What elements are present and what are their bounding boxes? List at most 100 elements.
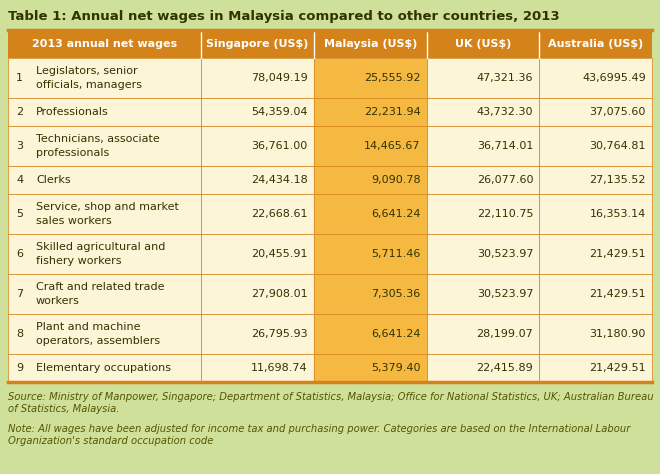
Bar	[8, 58, 201, 98]
Text: Malaysia (US$): Malaysia (US$)	[323, 39, 417, 49]
Text: Singapore (US$): Singapore (US$)	[207, 39, 309, 49]
Bar	[201, 166, 314, 194]
Text: 26,795.93: 26,795.93	[251, 329, 308, 339]
Text: 2: 2	[16, 107, 23, 117]
Bar	[314, 194, 426, 234]
Bar	[201, 274, 314, 314]
Text: 5,711.46: 5,711.46	[371, 249, 420, 259]
Text: 4: 4	[16, 175, 23, 185]
Bar	[314, 166, 426, 194]
Text: Note: All wages have been adjusted for income tax and purchasing power. Categori: Note: All wages have been adjusted for i…	[8, 424, 630, 446]
Bar	[201, 194, 314, 234]
Text: Service, shop and market
sales workers: Service, shop and market sales workers	[36, 202, 179, 226]
Text: 2013 annual net wages: 2013 annual net wages	[32, 39, 177, 49]
Text: Elementary occupations: Elementary occupations	[36, 363, 171, 373]
Text: 36,714.01: 36,714.01	[477, 141, 533, 151]
Text: 22,415.89: 22,415.89	[477, 363, 533, 373]
Bar	[8, 274, 201, 314]
Text: 78,049.19: 78,049.19	[251, 73, 308, 83]
Bar	[201, 354, 314, 382]
Text: 54,359.04: 54,359.04	[251, 107, 308, 117]
Text: 30,523.97: 30,523.97	[477, 289, 533, 299]
Text: 26,077.60: 26,077.60	[477, 175, 533, 185]
Text: 21,429.51: 21,429.51	[589, 363, 646, 373]
Text: 21,429.51: 21,429.51	[589, 289, 646, 299]
Text: UK (US$): UK (US$)	[455, 39, 511, 49]
Bar	[8, 126, 201, 166]
Bar	[201, 314, 314, 354]
Text: 3: 3	[16, 141, 23, 151]
Text: 43,732.30: 43,732.30	[477, 107, 533, 117]
Text: 21,429.51: 21,429.51	[589, 249, 646, 259]
Text: Professionals: Professionals	[36, 107, 109, 117]
Text: 6: 6	[16, 249, 23, 259]
Text: 7: 7	[16, 289, 23, 299]
Bar	[314, 126, 426, 166]
Bar	[201, 58, 314, 98]
Text: 1: 1	[16, 73, 23, 83]
Text: Legislators, senior
officials, managers: Legislators, senior officials, managers	[36, 66, 142, 90]
Bar	[314, 274, 426, 314]
Bar	[539, 166, 652, 194]
Text: Plant and machine
operators, assemblers: Plant and machine operators, assemblers	[36, 322, 160, 346]
Text: 22,231.94: 22,231.94	[364, 107, 420, 117]
Bar	[426, 166, 539, 194]
Text: 5: 5	[16, 209, 23, 219]
Text: 22,110.75: 22,110.75	[477, 209, 533, 219]
Bar	[8, 314, 201, 354]
Bar	[8, 30, 652, 58]
Text: 16,353.14: 16,353.14	[590, 209, 646, 219]
Bar	[8, 98, 201, 126]
Bar	[426, 234, 539, 274]
Text: 27,908.01: 27,908.01	[251, 289, 308, 299]
Text: Technicians, associate
professionals: Technicians, associate professionals	[36, 135, 160, 157]
Bar	[201, 126, 314, 166]
Text: 8: 8	[16, 329, 23, 339]
Text: 9,090.78: 9,090.78	[371, 175, 420, 185]
Text: Table 1: Annual net wages in Malaysia compared to other countries, 2013: Table 1: Annual net wages in Malaysia co…	[8, 10, 560, 23]
Bar	[201, 98, 314, 126]
Text: 25,555.92: 25,555.92	[364, 73, 420, 83]
Text: 47,321.36: 47,321.36	[477, 73, 533, 83]
Text: 36,761.00: 36,761.00	[251, 141, 308, 151]
Bar	[539, 234, 652, 274]
Text: 37,075.60: 37,075.60	[589, 107, 646, 117]
Text: 6,641.24: 6,641.24	[371, 329, 420, 339]
Bar	[426, 314, 539, 354]
Bar	[314, 354, 426, 382]
Bar	[426, 126, 539, 166]
Text: 30,523.97: 30,523.97	[477, 249, 533, 259]
Bar	[314, 314, 426, 354]
Text: 22,668.61: 22,668.61	[251, 209, 308, 219]
Bar	[426, 98, 539, 126]
Bar	[314, 58, 426, 98]
Bar	[539, 126, 652, 166]
Text: 9: 9	[16, 363, 23, 373]
Bar	[314, 234, 426, 274]
Bar	[8, 166, 201, 194]
Text: 30,764.81: 30,764.81	[589, 141, 646, 151]
Bar	[539, 98, 652, 126]
Bar	[539, 354, 652, 382]
Text: 14,465.67: 14,465.67	[364, 141, 420, 151]
Bar	[426, 194, 539, 234]
Text: Craft and related trade
workers: Craft and related trade workers	[36, 283, 164, 306]
Text: Australia (US$): Australia (US$)	[548, 39, 644, 49]
Bar	[426, 274, 539, 314]
Text: 5,379.40: 5,379.40	[371, 363, 420, 373]
Text: Clerks: Clerks	[36, 175, 71, 185]
Text: Skilled agricultural and
fishery workers: Skilled agricultural and fishery workers	[36, 242, 166, 265]
Text: 20,455.91: 20,455.91	[251, 249, 308, 259]
Bar	[426, 354, 539, 382]
Bar	[314, 98, 426, 126]
Text: 7,305.36: 7,305.36	[372, 289, 420, 299]
Bar	[426, 58, 539, 98]
Text: 31,180.90: 31,180.90	[589, 329, 646, 339]
Text: 24,434.18: 24,434.18	[251, 175, 308, 185]
Bar	[539, 194, 652, 234]
Text: 28,199.07: 28,199.07	[477, 329, 533, 339]
Text: 6,641.24: 6,641.24	[371, 209, 420, 219]
Bar	[201, 234, 314, 274]
Text: Source: Ministry of Manpower, Singapore; Department of Statistics, Malaysia; Off: Source: Ministry of Manpower, Singapore;…	[8, 392, 653, 414]
Bar	[539, 58, 652, 98]
